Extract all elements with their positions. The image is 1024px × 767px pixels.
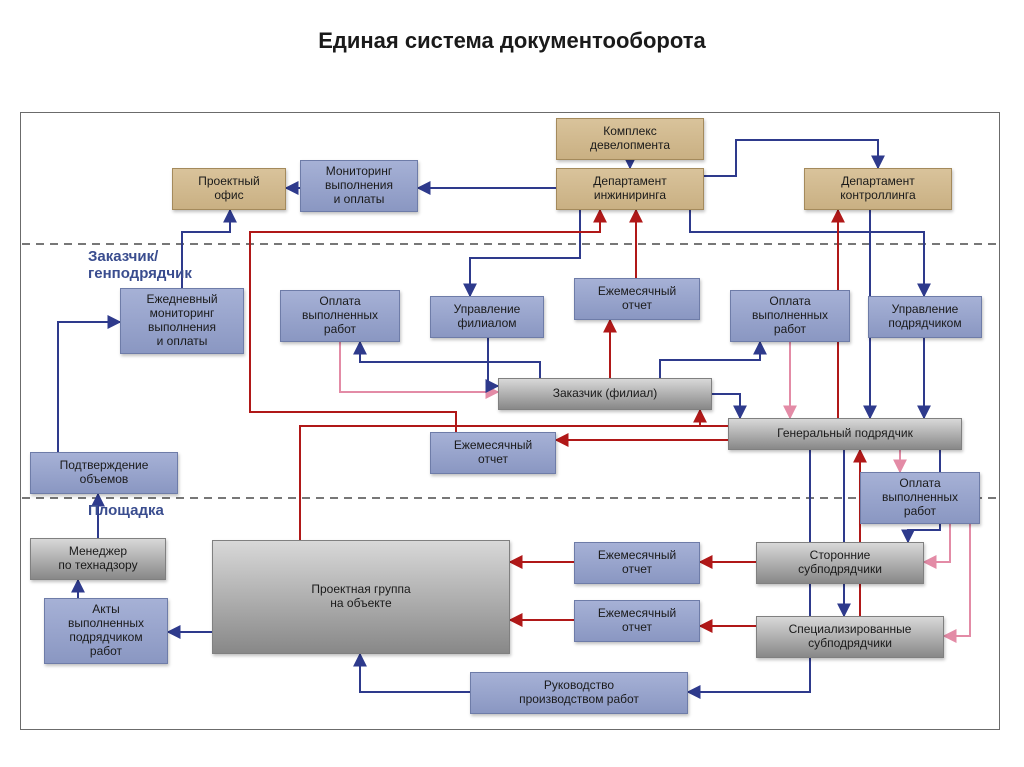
section-label-sec2: Площадка bbox=[88, 502, 164, 519]
edge bbox=[360, 342, 540, 378]
edge bbox=[470, 210, 580, 296]
node-n_dev: Комплекс девелопмента bbox=[556, 118, 704, 160]
edge bbox=[340, 342, 498, 392]
edge bbox=[712, 394, 740, 418]
edge bbox=[660, 342, 760, 378]
edge bbox=[360, 654, 470, 692]
node-n_month4: Ежемесячный отчет bbox=[574, 600, 700, 642]
edge bbox=[58, 322, 120, 452]
diagram-stage: Единая система документооборота Комплекс… bbox=[0, 0, 1024, 767]
node-n_acts: Акты выполненных подрядчиком работ bbox=[44, 598, 168, 664]
node-n_month1: Ежемесячный отчет bbox=[574, 278, 700, 320]
edge bbox=[690, 210, 924, 296]
node-n_leadwork: Руководство производством работ bbox=[470, 672, 688, 714]
node-n_proj_office: Проектный офис bbox=[172, 168, 286, 210]
node-n_subspec: Специализированные субподрядчики bbox=[756, 616, 944, 658]
node-n_confirm: Подтверждение объемов bbox=[30, 452, 178, 494]
node-n_control: Департамент контроллинга bbox=[804, 168, 952, 210]
node-n_daily: Ежедневный мониторинг выполнения и оплат… bbox=[120, 288, 244, 354]
node-n_eng: Департамент инжиниринга bbox=[556, 168, 704, 210]
node-n_paywork1: Оплата выполненных работ bbox=[280, 290, 400, 342]
section-label-sec1: Заказчик/ генподрядчик bbox=[88, 248, 192, 282]
node-n_client: Заказчик (филиал) bbox=[498, 378, 712, 410]
node-n_branch: Управление филиалом bbox=[430, 296, 544, 338]
node-n_month2: Ежемесячный отчет bbox=[430, 432, 556, 474]
node-n_contractor_mgmt: Управление подрядчиком bbox=[868, 296, 982, 338]
node-n_projgroup: Проектная группа на объекте bbox=[212, 540, 510, 654]
edge bbox=[944, 524, 970, 636]
node-n_paywork3: Оплата выполненных работ bbox=[860, 472, 980, 524]
edge bbox=[700, 410, 728, 426]
node-n_month3: Ежемесячный отчет bbox=[574, 542, 700, 584]
node-n_subext: Сторонние субподрядчики bbox=[756, 542, 924, 584]
node-n_tech: Менеджер по технадзору bbox=[30, 538, 166, 580]
node-n_paywork2: Оплата выполненных работ bbox=[730, 290, 850, 342]
node-n_general: Генеральный подрядчик bbox=[728, 418, 962, 450]
node-n_monitor: Мониторинг выполнения и оплаты bbox=[300, 160, 418, 212]
